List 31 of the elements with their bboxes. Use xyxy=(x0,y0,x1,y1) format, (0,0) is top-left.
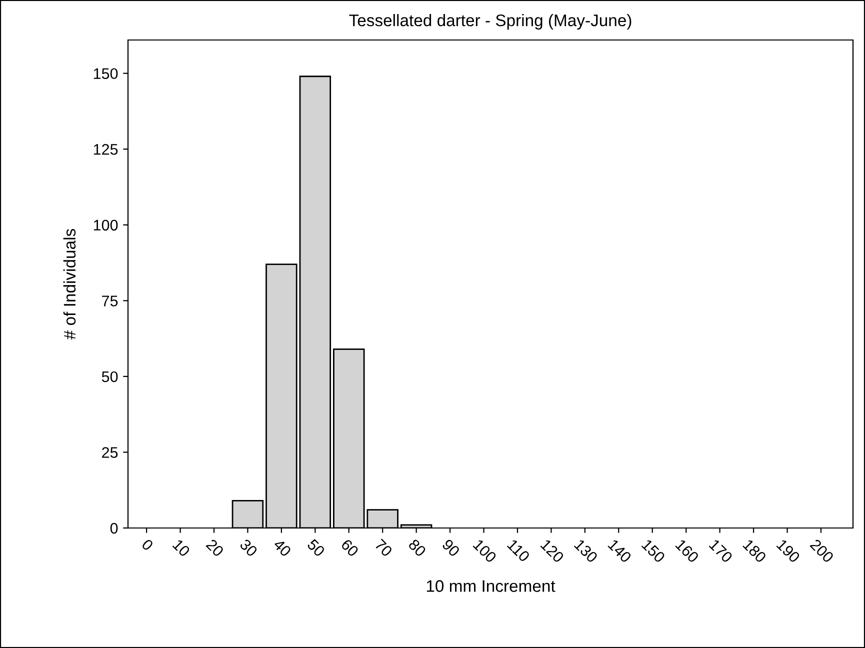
x-tick-label: 20 xyxy=(206,538,224,558)
y-tick-label: 50 xyxy=(102,371,118,382)
y-tick-label: 100 xyxy=(94,220,118,231)
y-tick-label: 25 xyxy=(102,447,118,458)
x-tick-label: 50 xyxy=(306,538,326,558)
x-tick-label: 180 xyxy=(742,538,767,564)
x-tick-label: 110 xyxy=(506,538,530,562)
x-tick-label: 40 xyxy=(272,538,292,558)
x-tick-label: 120 xyxy=(540,538,565,564)
x-tick-label: 140 xyxy=(608,538,632,564)
y-tick-label: 75 xyxy=(102,296,118,306)
x-tick-label: 10 xyxy=(172,538,191,558)
y-tick-label: 150 xyxy=(94,68,118,80)
x-tick-label: 80 xyxy=(408,538,427,558)
x-tick-label: 0 xyxy=(141,538,154,552)
chart-title: Tessellated darter - Spring (May-June) xyxy=(349,14,632,30)
y-tick-label: 125 xyxy=(94,144,118,155)
x-tick-label: 30 xyxy=(239,538,258,558)
x-tick-label: 160 xyxy=(674,538,700,564)
y-axis-title: # of Individuals xyxy=(63,229,76,340)
x-tick-label: 150 xyxy=(641,538,666,564)
x-tick-label: 170 xyxy=(708,538,734,564)
x-tick-label: 190 xyxy=(776,538,801,564)
y-tick-label: 0 xyxy=(110,522,118,534)
x-tick-label: 90 xyxy=(442,538,460,558)
x-tick-label: 100 xyxy=(472,538,498,564)
x-tick-label: 60 xyxy=(340,538,360,558)
x-tick-label: 70 xyxy=(374,538,393,558)
x-tick-label: 200 xyxy=(810,538,834,564)
x-tick-label: 130 xyxy=(574,538,598,564)
x-axis-title: 10 mm Increment xyxy=(426,580,556,592)
